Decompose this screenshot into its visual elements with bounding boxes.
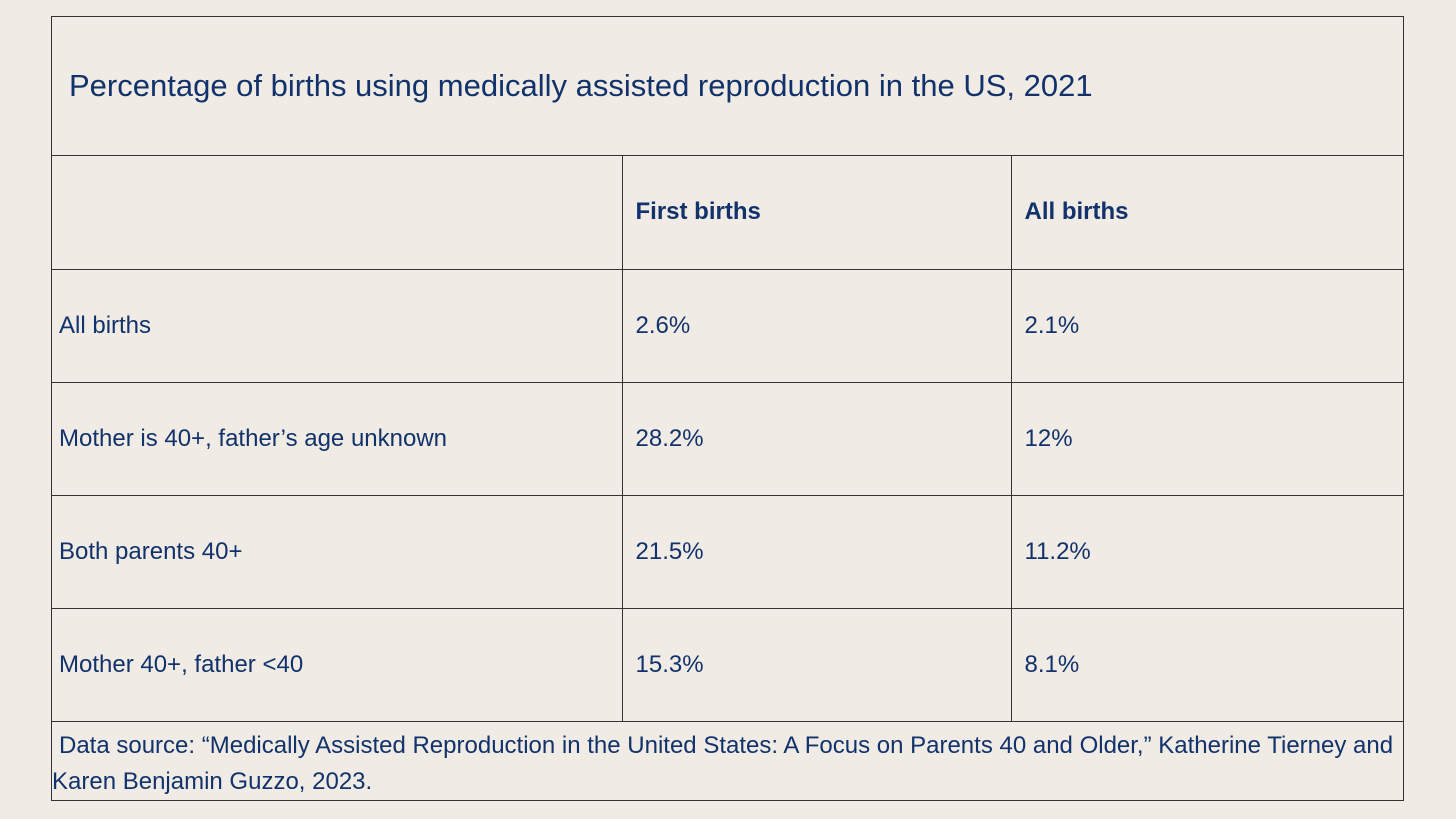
all-births-value: 11.2% — [1011, 495, 1403, 609]
all-births-value: 12% — [1011, 382, 1403, 496]
table-row: All births 2.6% 2.1% — [52, 269, 1403, 383]
table-frame: Percentage of births using medically ass… — [51, 16, 1404, 801]
table-row: Both parents 40+ 21.5% 11.2% — [52, 495, 1403, 609]
all-births-value: 8.1% — [1011, 608, 1403, 722]
data-source-note: Data source: “Medically Assisted Reprodu… — [52, 732, 1394, 795]
row-label: Both parents 40+ — [52, 495, 623, 609]
first-births-value: 21.5% — [622, 495, 1012, 609]
row-label: Mother 40+, father <40 — [52, 608, 623, 722]
header-row: First births All births — [52, 156, 1403, 270]
table-title: Percentage of births using medically ass… — [69, 68, 1093, 103]
first-births-value: 15.3% — [622, 608, 1012, 722]
first-births-value: 2.6% — [622, 269, 1012, 383]
table-row: Mother is 40+, father’s age unknown 28.2… — [52, 382, 1403, 496]
data-table: First births All births All births 2.6% … — [52, 156, 1403, 722]
header-empty-cell — [52, 156, 623, 270]
first-births-value: 28.2% — [622, 382, 1012, 496]
header-all-births: All births — [1011, 156, 1403, 270]
row-label: Mother is 40+, father’s age unknown — [52, 382, 623, 496]
title-cell: Percentage of births using medically ass… — [52, 17, 1403, 156]
all-births-value: 2.1% — [1011, 269, 1403, 383]
row-label: All births — [52, 269, 623, 383]
table-row: Mother 40+, father <40 15.3% 8.1% — [52, 608, 1403, 722]
header-first-births: First births — [622, 156, 1012, 270]
